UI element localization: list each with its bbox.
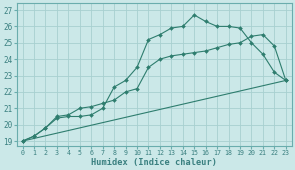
X-axis label: Humidex (Indice chaleur): Humidex (Indice chaleur) <box>91 158 217 167</box>
